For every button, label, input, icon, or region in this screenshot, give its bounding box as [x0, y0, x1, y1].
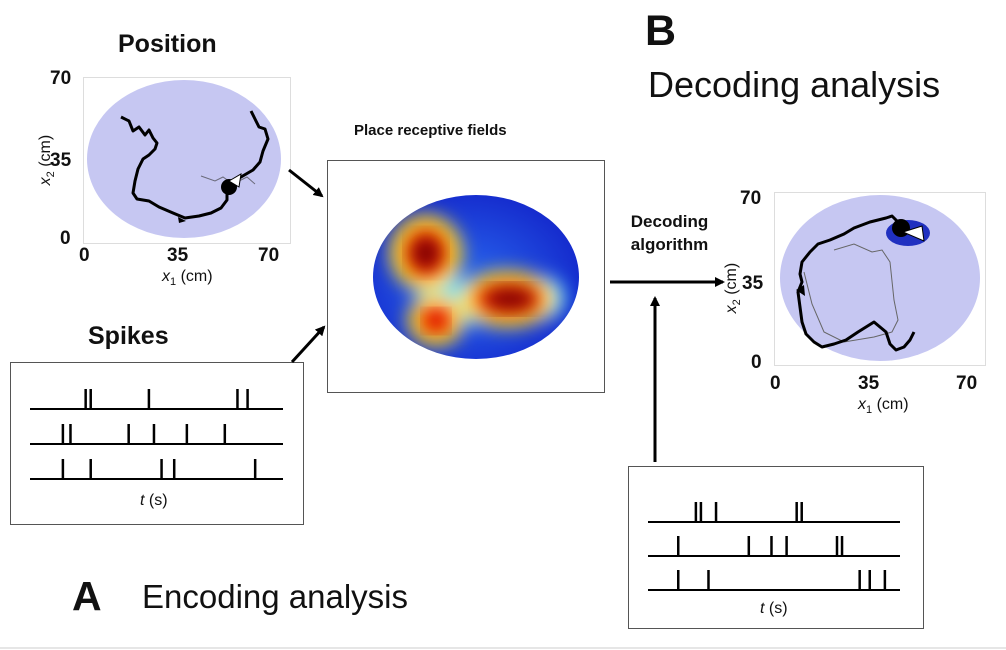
decoded-path-thin [803, 243, 899, 343]
pos-b-ytick-0: 0 [751, 352, 762, 373]
pos-a-xlabel-unit: (cm) [176, 268, 213, 285]
pos-a-xtick-35: 35 [167, 245, 189, 266]
pos-b-xlabel-var: x [858, 396, 866, 413]
end-marker [178, 217, 186, 223]
panel-a-letter: A [72, 573, 102, 619]
position-title: Position [118, 30, 217, 58]
pos-b-xtick-0: 0 [770, 373, 781, 394]
heading-marker [228, 173, 242, 188]
pos-a-ytick-0: 0 [60, 228, 71, 249]
pos-b-xlabel: x1 (cm) [858, 396, 909, 416]
raster-a-xlabel: t (s) [140, 492, 168, 510]
pos-a-ytick-70: 70 [50, 68, 72, 89]
pos-b-ytick-35: 35 [742, 273, 764, 294]
pos-b-xtick-70: 70 [956, 373, 978, 394]
arena-b-ellipse [780, 195, 980, 361]
raster-b-xlabel-unit: (s) [764, 600, 788, 617]
pos-b-xlabel-sub: 1 [866, 404, 873, 417]
decoding-algorithm-line1: Decoding [630, 212, 709, 231]
decoding-algorithm-line2: algorithm [630, 235, 709, 254]
heading-b-marker [901, 225, 925, 242]
decoding-algorithm-label: Decoding algorithm [612, 210, 727, 256]
rf-heatmap [373, 195, 579, 359]
pos-a-xlabel: x1 (cm) [162, 268, 213, 288]
rf-field-2-core [426, 312, 446, 330]
pos-b-ytick-70: 70 [740, 188, 762, 209]
raster-a-xlabel-unit: (s) [144, 492, 168, 509]
bottom-divider [0, 647, 1006, 649]
raster-b-xlabel: t (s) [760, 600, 788, 618]
pos-a-xlabel-sub: 1 [170, 276, 177, 289]
panel-a-caption: Encoding analysis [142, 578, 408, 615]
raster-b-xlabel-var: t [760, 600, 765, 617]
pos-a-ytick-35: 35 [50, 150, 72, 171]
trajectory-path [120, 110, 270, 220]
position-b-arena [780, 195, 980, 361]
rf-field-1-core [411, 236, 441, 270]
pos-a-xtick-0: 0 [79, 245, 90, 266]
spikes-title: Spikes [88, 322, 169, 350]
raster-a-xlabel-var: t [140, 492, 145, 509]
pos-a-xtick-70: 70 [258, 245, 280, 266]
position-arena [87, 80, 281, 238]
trajectory-b-path [796, 214, 916, 352]
rf-field-3-core [484, 288, 536, 310]
panel-b-caption: Decoding analysis [648, 64, 941, 105]
pos-b-xtick-35: 35 [858, 373, 880, 394]
end-b-marker [796, 285, 805, 296]
rf-title: Place receptive fields [354, 122, 507, 139]
pos-b-xlabel-unit: (cm) [872, 396, 909, 413]
panel-b-letter: B [645, 7, 677, 55]
pos-a-xlabel-var: x [162, 268, 170, 285]
